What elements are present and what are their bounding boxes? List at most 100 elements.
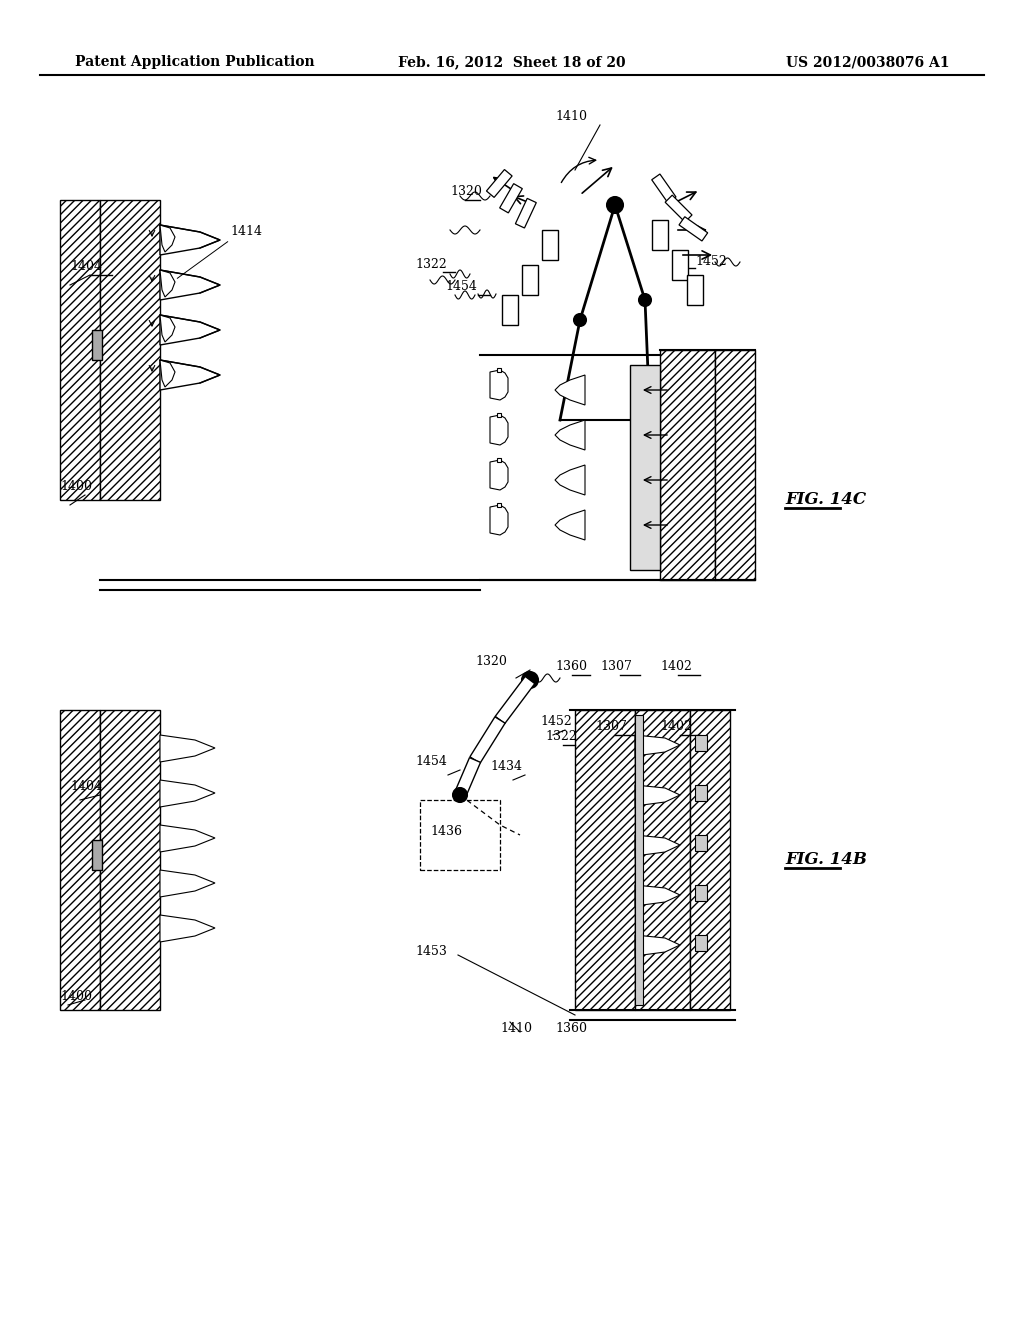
Polygon shape — [160, 271, 220, 300]
Polygon shape — [497, 413, 501, 417]
Circle shape — [453, 788, 467, 803]
Polygon shape — [555, 510, 585, 540]
Bar — [470, 717, 505, 763]
Bar — [651, 174, 676, 203]
Polygon shape — [160, 360, 220, 389]
Text: 1322: 1322 — [545, 730, 577, 743]
Text: 1402: 1402 — [660, 660, 692, 673]
Circle shape — [612, 202, 618, 209]
Bar — [486, 169, 512, 198]
Polygon shape — [160, 870, 215, 898]
Bar — [687, 275, 703, 305]
Polygon shape — [497, 458, 501, 462]
Bar — [92, 840, 102, 870]
Polygon shape — [490, 414, 508, 445]
Circle shape — [527, 677, 534, 682]
Polygon shape — [555, 420, 585, 450]
Text: 1360: 1360 — [555, 1022, 587, 1035]
Bar — [575, 710, 635, 1010]
Circle shape — [643, 298, 647, 302]
Bar — [695, 884, 707, 902]
Bar — [672, 249, 688, 280]
Text: 1454: 1454 — [415, 755, 446, 768]
Text: 1410: 1410 — [500, 1022, 532, 1035]
Bar — [420, 800, 500, 870]
Bar — [100, 710, 160, 1010]
Polygon shape — [555, 375, 585, 405]
Text: 1307: 1307 — [595, 719, 627, 733]
Text: 1404: 1404 — [70, 780, 102, 793]
Text: 1414: 1414 — [230, 224, 262, 238]
Text: Feb. 16, 2012  Sheet 18 of 20: Feb. 16, 2012 Sheet 18 of 20 — [398, 55, 626, 69]
Bar — [652, 220, 668, 249]
Bar — [455, 758, 480, 797]
Text: 1322: 1322 — [415, 257, 446, 271]
Polygon shape — [635, 836, 680, 855]
Bar — [515, 198, 537, 228]
Text: 1452: 1452 — [540, 715, 571, 729]
Polygon shape — [490, 459, 508, 490]
Text: 1404: 1404 — [70, 260, 102, 273]
Text: 1402: 1402 — [660, 719, 692, 733]
Text: 1320: 1320 — [475, 655, 507, 668]
Circle shape — [639, 294, 651, 306]
Bar — [502, 294, 518, 325]
Circle shape — [522, 672, 538, 688]
Bar — [695, 785, 707, 801]
Polygon shape — [160, 315, 220, 345]
Text: 1320: 1320 — [450, 185, 482, 198]
Text: 1452: 1452 — [695, 255, 727, 268]
Bar — [522, 265, 538, 294]
Text: US 2012/0038076 A1: US 2012/0038076 A1 — [786, 55, 950, 69]
Text: FIG. 14B: FIG. 14B — [785, 851, 867, 869]
Polygon shape — [635, 935, 680, 956]
Text: 1454: 1454 — [445, 280, 477, 293]
Bar — [679, 216, 708, 242]
Polygon shape — [160, 780, 215, 807]
Bar — [60, 201, 100, 500]
Polygon shape — [497, 368, 501, 372]
Text: 1434: 1434 — [490, 760, 522, 774]
Circle shape — [458, 792, 463, 797]
Polygon shape — [160, 735, 215, 762]
Polygon shape — [160, 825, 215, 851]
Text: 1436: 1436 — [430, 825, 462, 838]
Bar — [715, 350, 755, 579]
Text: 1410: 1410 — [555, 110, 587, 123]
Text: 1453: 1453 — [415, 945, 446, 958]
Bar — [666, 195, 692, 222]
Polygon shape — [160, 224, 220, 255]
Text: FIG. 14C: FIG. 14C — [785, 491, 866, 508]
Bar — [690, 710, 730, 1010]
Text: Patent Application Publication: Patent Application Publication — [75, 55, 314, 69]
Polygon shape — [635, 884, 680, 906]
Polygon shape — [555, 465, 585, 495]
Polygon shape — [635, 785, 680, 807]
Polygon shape — [497, 503, 501, 507]
Bar — [635, 715, 643, 1005]
Polygon shape — [160, 315, 175, 342]
Polygon shape — [490, 370, 508, 400]
Bar — [695, 735, 707, 751]
Bar — [100, 201, 160, 500]
Bar — [630, 366, 660, 570]
Bar — [500, 183, 522, 213]
Text: 1307: 1307 — [600, 660, 632, 673]
Bar — [660, 350, 715, 579]
Bar — [695, 935, 707, 950]
Bar — [542, 230, 558, 260]
Polygon shape — [490, 506, 508, 535]
Text: 1360: 1360 — [555, 660, 587, 673]
Polygon shape — [160, 224, 175, 252]
Bar — [92, 330, 102, 360]
Bar — [60, 710, 100, 1010]
Polygon shape — [160, 915, 215, 942]
Circle shape — [607, 197, 623, 213]
Circle shape — [578, 318, 582, 322]
Circle shape — [574, 314, 586, 326]
Text: 1400: 1400 — [60, 480, 92, 492]
Polygon shape — [160, 360, 175, 387]
Polygon shape — [635, 735, 680, 756]
Bar — [695, 836, 707, 851]
Bar — [635, 710, 690, 1010]
